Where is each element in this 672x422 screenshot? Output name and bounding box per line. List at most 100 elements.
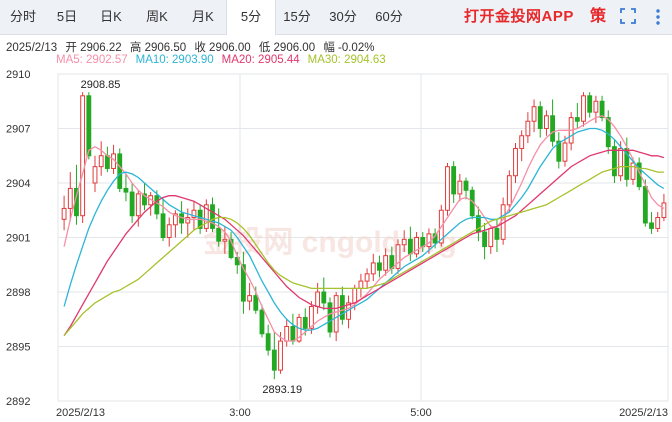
change-value: -0.02% xyxy=(338,42,375,54)
candle-body xyxy=(370,262,376,275)
candle-body xyxy=(191,209,197,219)
candle-body xyxy=(618,147,624,177)
candle-body xyxy=(284,326,290,342)
candle-body xyxy=(98,155,104,168)
ohlc-readout: 2025/2/13 开 2906.22 高 2906.50 收 2906.00 … xyxy=(6,39,379,55)
candle-body xyxy=(383,255,389,271)
fullscreen-icon[interactable] xyxy=(620,8,636,24)
open-label: 开 xyxy=(65,42,77,54)
candle-body xyxy=(315,291,321,308)
ma-legend-item: MA30: 2904.63 xyxy=(307,54,386,66)
tab-2[interactable]: 日K xyxy=(100,9,122,24)
candle-body xyxy=(352,287,358,304)
candle-body xyxy=(426,233,432,248)
annotations: 2908.85 2893.19 xyxy=(81,79,302,396)
candle-body xyxy=(401,238,407,246)
candle-body xyxy=(506,175,512,206)
candle-body xyxy=(414,237,419,255)
candle-body xyxy=(550,115,556,142)
candle-body xyxy=(519,135,525,149)
ma-line-ma20 xyxy=(63,149,665,336)
candle-body xyxy=(135,193,141,217)
candle-body xyxy=(172,213,178,226)
y-axis: 2892 2895 2898 2901 2904 2907 2910 xyxy=(6,69,30,408)
candle-body xyxy=(525,120,531,137)
candles xyxy=(61,92,667,380)
tab-8[interactable]: 60分 xyxy=(375,9,403,24)
y-tick-label: 2895 xyxy=(6,342,30,354)
candle-body xyxy=(241,264,246,302)
candle-body xyxy=(203,204,209,229)
tab-0[interactable]: 分时 xyxy=(9,9,36,24)
candle-body xyxy=(612,146,617,177)
candle-body xyxy=(445,166,450,211)
candle-body xyxy=(253,295,259,311)
ma-line-ma30 xyxy=(63,165,664,337)
tab-4[interactable]: 月K xyxy=(192,9,214,24)
candle-body xyxy=(61,207,67,220)
tab-3[interactable]: 周K xyxy=(146,9,168,24)
more-icon[interactable] xyxy=(651,7,665,27)
tab-5[interactable]: 5分 xyxy=(226,0,276,35)
candle-body xyxy=(228,238,234,258)
open-value: 2906.22 xyxy=(80,42,122,54)
candle-body xyxy=(556,140,562,162)
y-tick-label: 2898 xyxy=(6,287,30,299)
chart-grid xyxy=(57,73,669,402)
candle-body xyxy=(364,273,370,282)
candle-body xyxy=(185,217,191,224)
x-tick-label: 3:00 xyxy=(229,407,250,419)
candle-body xyxy=(661,202,667,219)
tab-6[interactable]: 15分 xyxy=(283,9,311,24)
candle-body xyxy=(104,155,110,169)
ma-line-ma5 xyxy=(63,115,665,342)
tab-1[interactable]: 5日 xyxy=(56,9,78,24)
candle-body xyxy=(537,106,543,129)
high-value: 2906.50 xyxy=(144,42,187,54)
candle-body xyxy=(259,309,265,335)
x-tick-label: 2025/2/13 xyxy=(619,407,668,419)
y-tick-label: 2901 xyxy=(6,233,30,245)
candle-body xyxy=(142,193,147,206)
high-label: 高 xyxy=(129,42,142,54)
candle-body xyxy=(513,147,518,177)
candle-body xyxy=(333,295,339,333)
ma-legend-item: MA10: 2903.90 xyxy=(135,54,214,66)
candle-body xyxy=(574,117,580,122)
candle-body xyxy=(482,231,487,248)
x-tick-label: 5:00 xyxy=(410,407,431,419)
candle-body xyxy=(407,238,413,255)
x-axis: 2025/2/13 3:00 5:00 2025/2/13 xyxy=(56,407,668,419)
low-value: 2906.00 xyxy=(273,42,316,54)
candle-body xyxy=(271,349,277,371)
max-price-label: 2908.85 xyxy=(81,79,121,91)
y-tick-label: 2910 xyxy=(6,69,30,81)
ma-legend: MA5: 2902.57 MA10: 2903.90 MA20: 2905.44 MA… xyxy=(56,54,394,66)
candle-body xyxy=(92,166,98,184)
y-tick-label: 2904 xyxy=(6,178,30,190)
tab-7[interactable]: 30分 xyxy=(329,9,357,24)
candle-body xyxy=(599,100,605,119)
candle-body xyxy=(395,244,401,269)
candle-body xyxy=(377,262,382,271)
open-app-link[interactable]: 打开金投网APP xyxy=(464,8,574,25)
candle-body xyxy=(321,291,327,304)
candle-body xyxy=(327,302,333,333)
candle-body xyxy=(624,147,630,180)
ma-legend-item: MA20: 2905.44 xyxy=(221,54,300,66)
candle-body xyxy=(247,295,253,302)
candle-body xyxy=(593,100,599,113)
y-tick-label: 2892 xyxy=(6,396,30,408)
candle-body xyxy=(290,326,296,342)
close-value: 2906.00 xyxy=(209,42,251,54)
candle-body xyxy=(210,204,215,229)
candle-body xyxy=(494,227,500,240)
candle-body xyxy=(67,187,73,209)
ohlc-date: 2025/2/13 xyxy=(6,42,58,54)
candle-body xyxy=(222,238,228,242)
candle-body xyxy=(451,166,457,195)
candle-body xyxy=(86,95,92,157)
candle-body xyxy=(117,153,123,189)
strategy-button[interactable]: 策 xyxy=(590,8,607,25)
